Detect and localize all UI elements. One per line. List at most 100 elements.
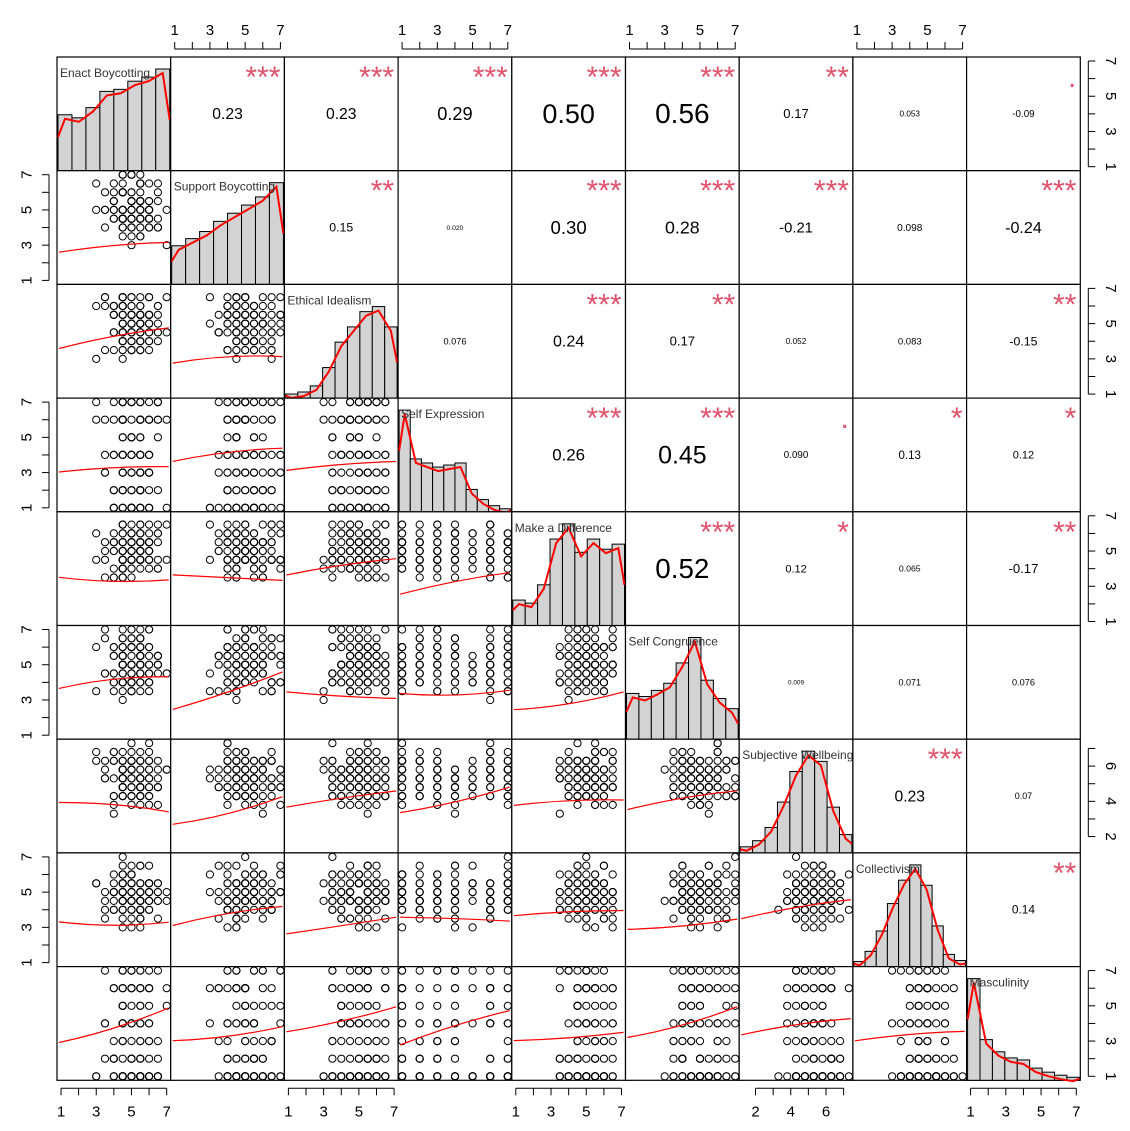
scatter-point xyxy=(100,346,110,355)
scatter-point xyxy=(267,651,276,661)
scatter-point xyxy=(372,643,381,652)
scatter-point xyxy=(205,293,214,302)
scatter-point xyxy=(687,774,696,783)
scatter-point xyxy=(118,1072,127,1081)
scatter-point xyxy=(232,354,241,363)
scatter-point xyxy=(136,1072,145,1081)
scatter-point xyxy=(145,214,154,223)
scatter-point xyxy=(608,765,617,774)
scatter-point xyxy=(669,914,678,923)
scatter-point xyxy=(223,774,232,783)
scatter-point xyxy=(381,669,390,678)
scatter-point xyxy=(145,861,154,870)
scatter-point xyxy=(381,538,390,547)
scatter-point xyxy=(127,756,136,765)
scatter-point xyxy=(232,765,241,774)
scatter-point xyxy=(372,450,381,459)
scatter-point xyxy=(573,905,582,914)
scatter-point xyxy=(214,468,223,477)
panel-4-3 xyxy=(397,511,513,627)
scatter-point xyxy=(363,529,372,538)
scatter-point xyxy=(433,774,442,783)
scatter-point xyxy=(363,861,372,870)
scatter-point xyxy=(328,555,337,564)
scatter-point xyxy=(145,643,154,652)
scatter-point xyxy=(836,879,845,888)
scatter-point xyxy=(704,809,713,818)
scatter-point xyxy=(136,765,145,774)
scatter-point xyxy=(241,468,250,477)
scatter-point xyxy=(328,450,337,459)
scatter-point xyxy=(415,564,424,573)
scatter-point xyxy=(599,678,609,687)
smooth-line xyxy=(58,921,169,926)
matrix-panels: Enact Boycotting0.23***0.23***0.29***0.5… xyxy=(56,56,1081,1083)
scatter-point xyxy=(363,783,372,792)
scatter-point xyxy=(337,669,346,678)
scatter-point xyxy=(337,1072,346,1081)
scatter-point xyxy=(354,486,363,495)
scatter-point xyxy=(267,905,276,914)
scatter-point xyxy=(372,660,381,669)
scatter-point xyxy=(555,870,564,879)
scatter-point xyxy=(450,879,460,888)
scatter-point xyxy=(381,783,390,792)
scatter-point xyxy=(232,1054,241,1063)
scatter-point xyxy=(372,415,381,424)
scatter-point xyxy=(346,520,355,529)
scatter-point xyxy=(153,660,162,669)
scatter-point xyxy=(573,783,582,792)
scatter-point xyxy=(118,1054,127,1063)
scatter-point xyxy=(433,529,442,538)
panel-3-2 xyxy=(283,397,399,513)
scatter-point xyxy=(695,879,705,888)
scatter-point xyxy=(599,643,609,652)
scatter-point xyxy=(145,660,154,669)
scatter-point xyxy=(241,783,250,792)
scatter-point xyxy=(136,433,145,442)
scatter-point xyxy=(415,573,424,582)
scatter-point xyxy=(153,529,162,538)
scatter-point xyxy=(214,538,223,547)
scatter-point xyxy=(249,319,259,328)
scatter-point xyxy=(722,765,731,774)
scatter-point xyxy=(582,888,591,897)
scatter-point xyxy=(564,634,573,643)
scatter-point xyxy=(363,538,372,547)
scatter-point xyxy=(249,1054,259,1063)
scatter-point xyxy=(678,747,687,757)
scatter-point xyxy=(118,293,127,302)
scatter-point xyxy=(599,774,609,783)
scatter-point xyxy=(337,486,346,495)
scatter-point xyxy=(232,433,241,442)
scatter-point xyxy=(223,293,232,302)
scatter-point xyxy=(486,520,495,529)
scatter-point xyxy=(109,1072,118,1081)
scatter-point xyxy=(249,792,259,801)
scatter-point xyxy=(249,861,259,870)
scatter-point xyxy=(232,747,241,757)
scatter-point xyxy=(232,695,241,705)
scatter-point xyxy=(136,1001,145,1010)
scatter-point xyxy=(415,634,424,643)
scatter-point xyxy=(608,888,617,897)
correlation-value: 0.13 xyxy=(899,450,921,462)
scatter-point xyxy=(127,241,136,250)
histogram-bar xyxy=(57,114,73,172)
scatter-point xyxy=(450,529,460,538)
scatter-point xyxy=(827,870,836,879)
scatter-point xyxy=(415,888,424,897)
scatter-point xyxy=(328,486,337,495)
panel-6-2 xyxy=(283,738,399,854)
scatter-point xyxy=(127,433,136,442)
panel-2-3: 0.076 xyxy=(397,283,513,399)
scatter-point xyxy=(258,896,267,906)
scatter-point xyxy=(223,301,232,311)
scatter-point xyxy=(354,573,363,582)
histogram-bar xyxy=(71,117,87,172)
scatter-point xyxy=(109,774,118,783)
scatter-point xyxy=(792,879,801,888)
panel-7-2 xyxy=(283,852,399,968)
smooth-line xyxy=(400,689,510,696)
scatter-point xyxy=(363,756,372,765)
